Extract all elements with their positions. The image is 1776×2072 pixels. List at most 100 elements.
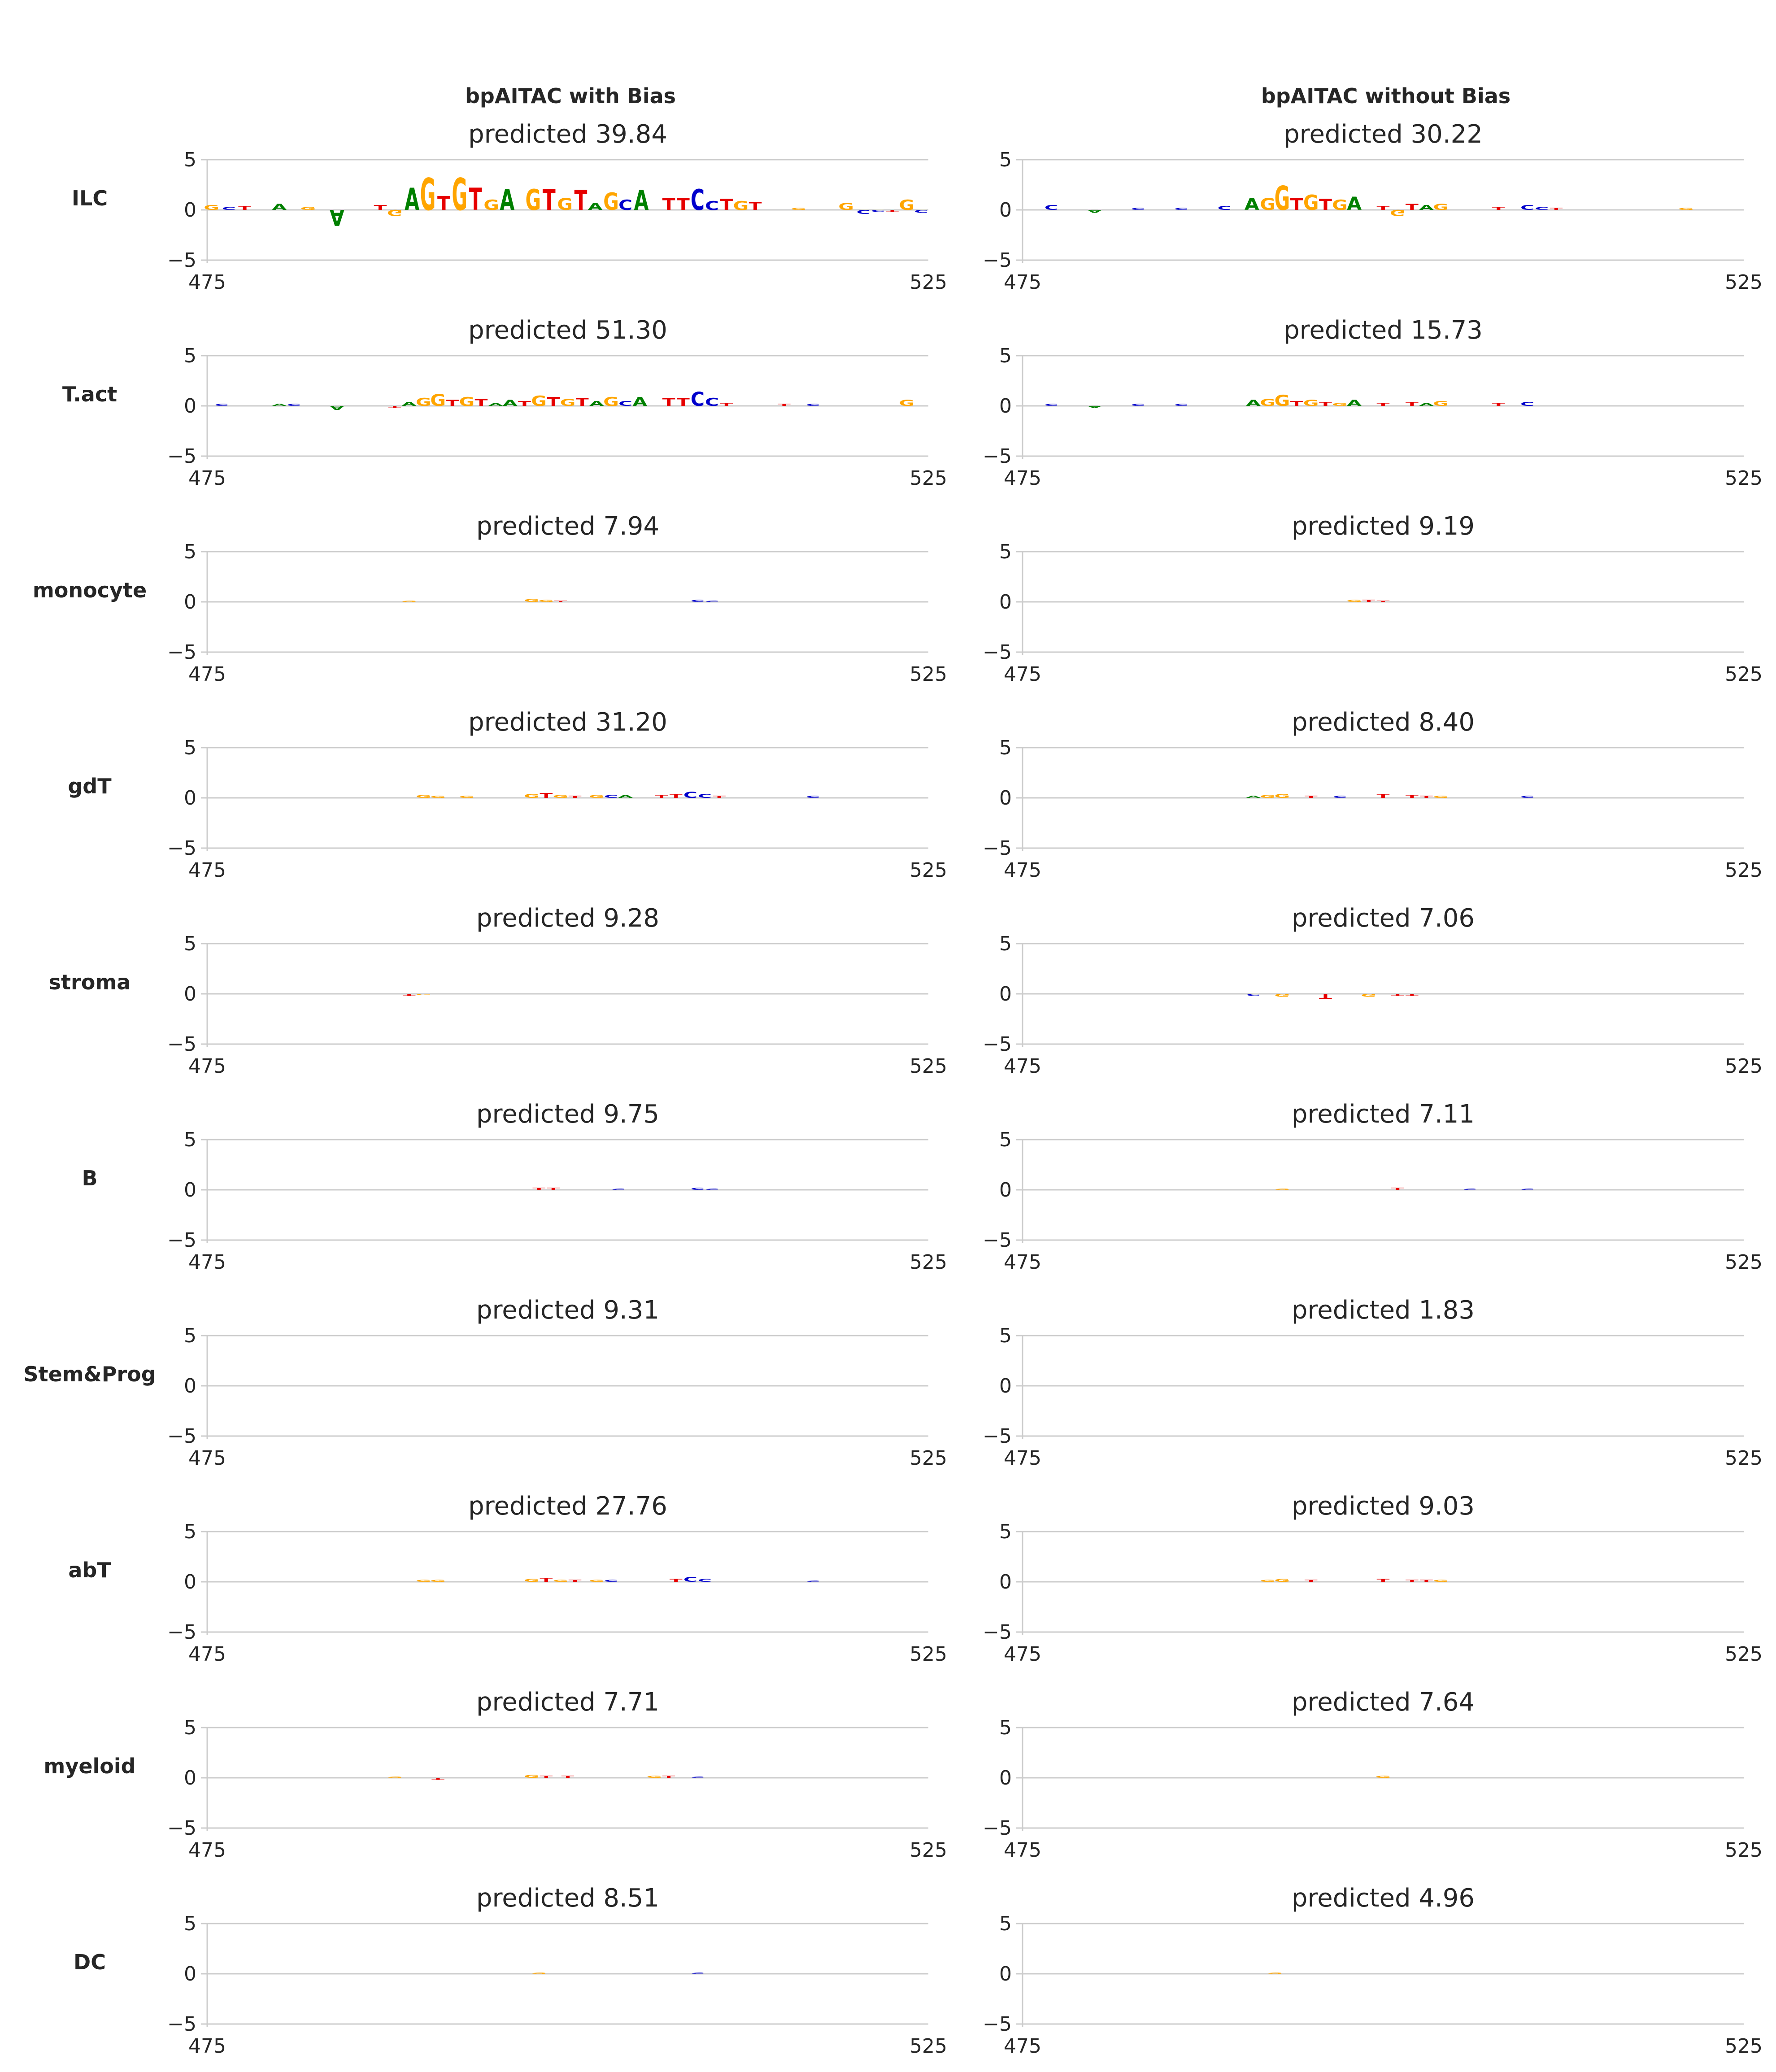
logo-letter-a: A — [1419, 204, 1434, 212]
logo-letter-t: T — [576, 396, 589, 409]
x-tick-label: 475 — [188, 663, 226, 686]
logo-letter-g: G — [899, 197, 914, 213]
logo-letter-c: C — [1520, 401, 1534, 407]
x-tick-label: 475 — [188, 1447, 226, 1470]
y-tick-label: 5 — [184, 1324, 196, 1347]
x-tick-label: 475 — [188, 1643, 226, 1666]
y-tick-label: −5 — [983, 1817, 1012, 1840]
logo-letter-t: T — [749, 200, 762, 213]
logo-letter-g: G — [1260, 1580, 1275, 1583]
y-tick-label: 0 — [999, 983, 1012, 1006]
x-tick-label: 525 — [1725, 1055, 1763, 1078]
y-tick-label: 5 — [999, 148, 1012, 171]
y-tick-label: 0 — [184, 1963, 196, 1985]
x-tick-label: 475 — [1004, 1839, 1041, 1862]
y-tick-label: 0 — [184, 199, 196, 222]
logo-letter-c: C — [806, 796, 820, 799]
logo-letter-a: A — [589, 400, 604, 408]
y-tick-label: 0 — [999, 1571, 1012, 1593]
panel-title: predicted 30.22 — [1284, 120, 1483, 149]
logo-letter-g: G — [416, 794, 431, 799]
logo-letter-t: T — [547, 1188, 560, 1191]
panel-title: predicted 39.84 — [468, 120, 667, 149]
logo-letter-t: T — [1377, 793, 1390, 799]
y-tick-label: 5 — [184, 736, 196, 759]
x-tick-label: 475 — [188, 1055, 226, 1078]
y-tick-label: −5 — [983, 1621, 1012, 1644]
logo-letter-c: C — [691, 1972, 705, 1974]
logo-letter-g: G — [452, 169, 467, 220]
y-tick-label: 5 — [184, 1716, 196, 1739]
logo-letter-g: G — [1303, 191, 1319, 215]
logo-letter-g: G — [1260, 397, 1275, 408]
y-tick-label: −5 — [983, 445, 1012, 468]
row-label: Stem&Prog — [23, 1362, 156, 1386]
logo-letter-t: T — [1305, 796, 1318, 799]
logo-letter-t: T — [569, 1580, 582, 1583]
logo-letter-g: G — [524, 793, 540, 799]
logo-letter-a: A — [488, 402, 503, 407]
logo-letter-c: C — [698, 793, 712, 799]
logo-letter-t: T — [540, 1577, 553, 1583]
logo-letter-g: G — [1346, 600, 1362, 603]
logo-letter-c: C — [222, 206, 236, 211]
logo-letter-t: T — [574, 185, 587, 217]
logo-letter-c: C — [691, 388, 705, 411]
logo-letter-t: T — [532, 1188, 545, 1191]
y-tick-label: −5 — [983, 1033, 1012, 1056]
y-tick-label: 5 — [999, 540, 1012, 563]
row-label: gdT — [68, 774, 112, 798]
panel-title: predicted 31.20 — [468, 708, 667, 737]
y-tick-label: −5 — [983, 1229, 1012, 1252]
y-tick-label: −5 — [167, 445, 196, 468]
y-tick-label: −5 — [167, 1621, 196, 1644]
logo-letter-a: A — [588, 201, 603, 212]
x-tick-label: 525 — [910, 663, 947, 686]
logo-letter-g: G — [459, 395, 475, 409]
x-tick-label: 525 — [1725, 1251, 1763, 1274]
logo-letter-c: C — [1246, 993, 1260, 996]
logo-letter-a: A — [1419, 402, 1434, 407]
panel-title: predicted 7.06 — [1292, 904, 1475, 933]
panel-title: predicted 9.19 — [1292, 512, 1475, 541]
logo-letter-t: T — [562, 1776, 575, 1779]
logo-letter-t: T — [720, 196, 733, 214]
x-tick-label: 475 — [1004, 271, 1041, 294]
logo-letter-a: A — [1087, 209, 1102, 213]
logo-letter-g: G — [1332, 402, 1348, 407]
logo-letter-a: A — [1347, 193, 1362, 214]
logo-letter-a: A — [1347, 398, 1362, 408]
logo-letter-a: A — [503, 398, 518, 408]
logo-letter-t: T — [374, 204, 387, 212]
logo-letter-c: C — [1218, 205, 1232, 211]
logo-letter-c: C — [1333, 796, 1347, 799]
y-tick-label: 0 — [184, 1375, 196, 1397]
y-tick-label: 5 — [184, 932, 196, 955]
logo-letter-g: G — [416, 1580, 431, 1583]
logo-letter-t: T — [475, 397, 488, 408]
logo-letter-g: G — [401, 601, 417, 602]
logo-letter-g: G — [1678, 208, 1694, 211]
x-tick-label: 525 — [1725, 467, 1763, 490]
row-label: stroma — [49, 970, 131, 994]
logo-letter-c: C — [683, 1576, 697, 1584]
logo-letter-g: G — [603, 395, 619, 409]
logo-letter-g: G — [1433, 202, 1449, 212]
panel-title: predicted 7.71 — [476, 1688, 659, 1717]
logo-letter-g: G — [1260, 794, 1275, 799]
y-tick-label: −5 — [983, 2013, 1012, 2036]
logo-letter-t: T — [543, 183, 556, 217]
logo-letter-t: T — [720, 402, 733, 407]
logo-letter-a: A — [402, 401, 417, 407]
logo-letter-g: G — [1361, 993, 1376, 997]
